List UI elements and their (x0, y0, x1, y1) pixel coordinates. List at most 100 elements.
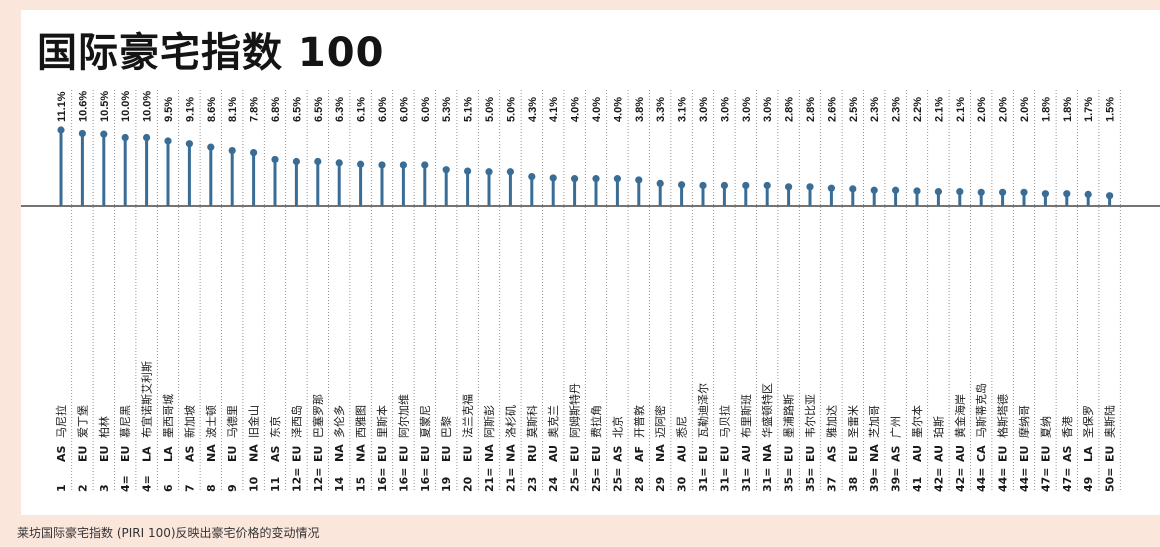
value-label: 8.1% (227, 97, 239, 122)
category-label: 25=EU费拉角 (589, 405, 603, 492)
value-label: 2.0% (998, 97, 1010, 122)
lollipop-dot (1063, 190, 1071, 198)
category-label: 14NA多伦多 (332, 405, 346, 492)
value-label: 2.8% (784, 97, 796, 122)
category-label: 31=NA华盛顿特区 (760, 383, 774, 492)
lollipop-dot (421, 161, 429, 169)
value-label: 5.0% (505, 97, 517, 122)
category-label: 3EU柏林 (97, 416, 111, 492)
value-label: 2.0% (976, 97, 988, 122)
category-label: 8NA波士顿 (204, 405, 218, 492)
value-label: 9.5% (163, 97, 175, 122)
category-label: 21=NA阿斯彭 (482, 405, 496, 492)
chart-panel (21, 10, 1160, 515)
value-label: 4.0% (570, 97, 582, 122)
category-label: 39=AS广州 (890, 416, 903, 492)
lollipop-dot (977, 188, 985, 196)
lollipop-dot (549, 174, 557, 182)
lollipop-dot (335, 159, 343, 167)
lollipop-dot (934, 188, 943, 196)
lollipop-dot (314, 157, 322, 166)
value-label: 4.0% (612, 97, 624, 122)
lollipop-dot (207, 143, 215, 151)
value-label: 3.3% (655, 97, 667, 122)
lollipop-dot (121, 133, 129, 142)
lollipop-dot (892, 186, 900, 194)
value-label: 1.7% (1083, 97, 1095, 122)
lollipop-dot (656, 179, 664, 188)
category-label: 42=AU珀斯 (931, 416, 945, 492)
value-label: 3.0% (719, 97, 731, 122)
lollipop-dot (271, 155, 279, 164)
category-label: 42=AU黄金海岸 (953, 394, 967, 492)
category-label: 1AS马尼拉 (54, 405, 68, 492)
lollipop-dot (742, 181, 750, 190)
lollipop-dot (78, 129, 86, 138)
value-label: 4.0% (591, 97, 603, 122)
category-label: 21=NA洛杉矶 (503, 405, 517, 492)
lollipop-dot (1106, 192, 1114, 200)
value-label: 3.0% (741, 97, 753, 122)
value-label: 2.6% (826, 97, 838, 122)
category-label: 49LA圣保罗 (1081, 405, 1095, 492)
category-label: 47=EU夏纳 (1039, 416, 1052, 492)
lollipop-dot (485, 168, 493, 176)
value-label: 2.2% (912, 97, 924, 122)
lollipop-dot (250, 148, 258, 157)
value-label: 4.1% (548, 97, 560, 122)
chart-caption: 莱坊国际豪宅指数 (PIRI 100)反映出豪宅价格的变动情况 (17, 526, 320, 540)
category-label: 25=AS北京 (610, 416, 624, 492)
value-label: 3.0% (762, 97, 774, 122)
lollipop-dot (399, 161, 407, 169)
lollipop-dot (292, 157, 300, 166)
lollipop-dot (785, 183, 793, 191)
lollipop-dot (506, 168, 514, 176)
category-label: 24AU奥克兰 (546, 405, 560, 492)
value-label: 10.0% (120, 91, 132, 122)
category-label: 2EU爱丁堡 (75, 405, 89, 492)
lollipop-dot (571, 175, 579, 183)
category-label: 20EU法兰克福 (461, 394, 475, 492)
lollipop-dot (228, 146, 236, 155)
value-label: 3.1% (677, 97, 689, 122)
value-label: 6.3% (334, 97, 346, 122)
value-label: 5.0% (484, 97, 496, 122)
lollipop-dot (378, 161, 386, 169)
lollipop-dot (613, 175, 622, 183)
value-label: 6.5% (313, 97, 325, 122)
lollipop-dot (849, 185, 857, 193)
lollipop-dot (528, 172, 536, 181)
lollipop-dot (1041, 190, 1049, 198)
lollipop-dot (57, 126, 65, 134)
category-label: 39=NA芝加哥 (868, 405, 881, 492)
lollipop-dot (100, 130, 108, 138)
category-label: 47=AS香港 (1061, 416, 1074, 492)
value-label: 2.1% (955, 97, 967, 122)
value-label: 10.5% (99, 91, 111, 122)
category-label: 31=EU马贝拉 (717, 405, 731, 492)
value-label: 6.5% (291, 97, 303, 122)
lollipop-dot (806, 183, 814, 191)
category-label: 23RU莫斯科 (525, 405, 539, 492)
value-label: 6.8% (270, 97, 282, 122)
value-label: 6.0% (398, 97, 410, 122)
category-label: 16=EU阿尔加维 (397, 394, 410, 492)
value-label: 10.0% (142, 91, 154, 122)
value-label: 4.3% (527, 97, 539, 122)
value-label: 5.1% (463, 97, 475, 122)
category-label: 31=AU布里斯班 (740, 394, 753, 492)
lollipop-dot (635, 176, 643, 184)
value-label: 11.1% (56, 91, 68, 122)
lollipop-dot (827, 184, 836, 192)
category-label: 38EU圣雷米 (847, 405, 860, 492)
category-label: 9EU马德里 (225, 405, 239, 492)
value-label: 1.5% (1105, 97, 1117, 122)
lollipop-dot (913, 187, 921, 195)
value-label: 6.0% (377, 97, 389, 122)
lollipop-dot (999, 188, 1007, 196)
lollipop-dot (185, 140, 193, 148)
value-label: 2.3% (891, 97, 903, 122)
value-label: 9.1% (184, 97, 196, 122)
lollipop-dot (357, 160, 365, 168)
category-label: 31=EU瓦勒迪泽尔 (697, 383, 710, 492)
